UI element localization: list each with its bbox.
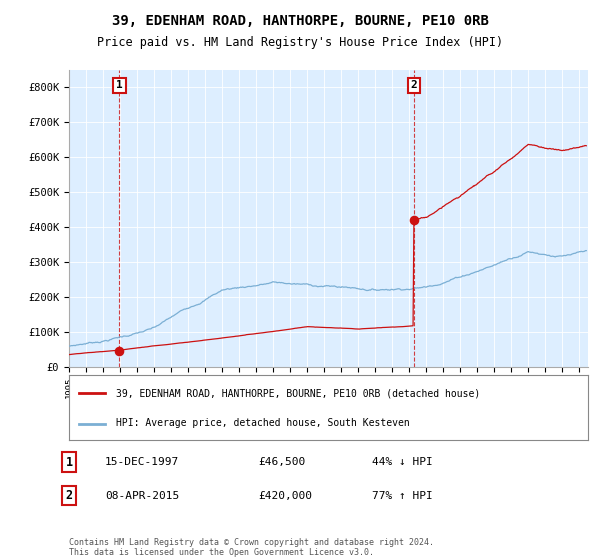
Text: 08-APR-2015: 08-APR-2015	[105, 491, 179, 501]
Text: 1: 1	[116, 81, 123, 91]
Text: £420,000: £420,000	[258, 491, 312, 501]
Text: 77% ↑ HPI: 77% ↑ HPI	[372, 491, 433, 501]
Text: £46,500: £46,500	[258, 457, 305, 467]
Text: 15-DEC-1997: 15-DEC-1997	[105, 457, 179, 467]
Text: Contains HM Land Registry data © Crown copyright and database right 2024.
This d: Contains HM Land Registry data © Crown c…	[69, 538, 434, 557]
Text: 39, EDENHAM ROAD, HANTHORPE, BOURNE, PE10 0RB: 39, EDENHAM ROAD, HANTHORPE, BOURNE, PE1…	[112, 14, 488, 28]
Point	[115, 346, 124, 355]
Text: 39, EDENHAM ROAD, HANTHORPE, BOURNE, PE10 0RB (detached house): 39, EDENHAM ROAD, HANTHORPE, BOURNE, PE1…	[116, 388, 480, 398]
Text: HPI: Average price, detached house, South Kesteven: HPI: Average price, detached house, Sout…	[116, 418, 409, 428]
Text: Price paid vs. HM Land Registry's House Price Index (HPI): Price paid vs. HM Land Registry's House …	[97, 36, 503, 49]
Text: 2: 2	[410, 81, 417, 91]
Text: 44% ↓ HPI: 44% ↓ HPI	[372, 457, 433, 467]
Text: 1: 1	[65, 455, 73, 469]
Point	[409, 216, 419, 225]
Text: 2: 2	[65, 489, 73, 502]
